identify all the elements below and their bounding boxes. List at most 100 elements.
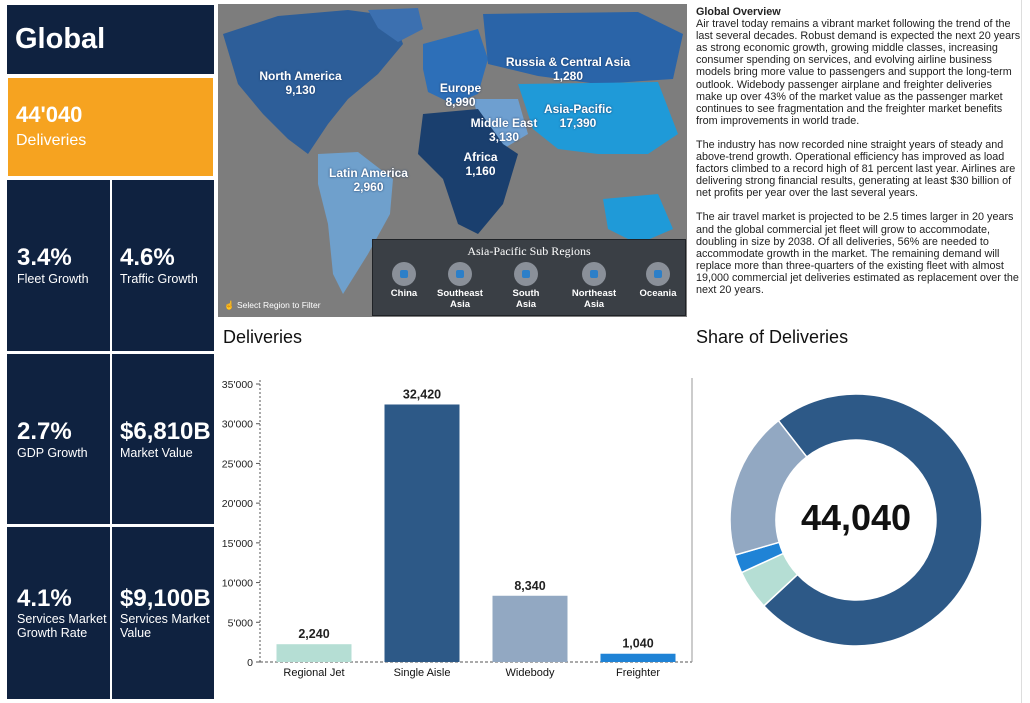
region-value: 17,390 [559,116,597,130]
kpi-value: 4.6% [120,244,175,271]
select-region-hint: ☝ Select Region to Filter [224,300,321,311]
kpi-label: Services Market Growth Rate [17,612,107,640]
y-tick-label: 5'000 [228,617,254,629]
region-label-europe[interactable]: Europe 8,990 [433,81,488,109]
region-name: Middle East [470,116,538,130]
kpi-value: $6,810B [120,418,211,445]
right-border [1021,0,1022,703]
globe-icon [392,262,416,286]
kpi-label: GDP Growth [17,446,88,460]
kpi-label: Market Value [120,446,193,460]
region-name: North America [259,69,342,83]
region-value: 1,160 [465,164,496,178]
subregion-oceania[interactable]: Oceania [627,262,687,299]
globe-icon [582,262,606,286]
y-tick-label: 10'000 [222,578,253,590]
region-greenland [368,8,423,42]
subregion-china[interactable]: China [373,262,435,299]
donut-center-total: 44,040 [800,497,912,538]
asia-pacific-subregions-panel: Asia-Pacific Sub Regions China Southeast… [372,239,686,316]
region-europe [423,29,488,104]
globe-icon [646,262,670,286]
region-name: Africa [463,150,498,164]
kpi-value: $9,100B [120,585,211,612]
region-value: 8,990 [445,95,476,109]
region-africa [418,109,518,234]
world-map[interactable]: North America 9,130 Europe 8,990 Russia … [218,4,687,317]
overview-text: Global Overview Air travel today remains… [696,6,1021,308]
bar-value-label: 32,420 [403,387,441,401]
region-oceania [603,194,673,244]
title-tile: Global [7,5,214,74]
region-value: 3,130 [488,130,520,144]
overview-paragraph-3: The air travel market is projected to be… [696,211,1019,296]
subregion-southeast-asia[interactable]: Southeast Asia [429,262,491,310]
bar-single-aisle[interactable] [384,404,460,662]
region-asia-pacific [518,82,678,154]
y-tick-label: 25'000 [222,458,253,470]
region-label-asia-pacific[interactable]: Asia-Pacific 17,390 [540,102,616,130]
kpi-fleet-growth: 3.4% Fleet Growth [7,180,110,351]
y-tick-label: 20'000 [222,498,253,510]
map-shapes [223,8,683,294]
y-tick-label: 15'000 [222,538,253,550]
page-title: Global [15,23,106,55]
deliveries-label: Deliveries [16,132,87,149]
subregions-title: Asia-Pacific Sub Regions [467,244,591,258]
x-category-label: Single Aisle [394,667,451,679]
x-category-label: Widebody [506,667,555,679]
bar-value-label: 2,240 [298,627,329,641]
kpi-label: Services Market Value [120,612,210,640]
kpi-traffic-growth: 4.6% Traffic Growth [112,180,214,351]
region-middle-east [473,99,528,149]
globe-icon [514,262,538,286]
region-value: 1,280 [552,69,584,83]
region-label-russia-central-asia[interactable]: Russia & Central Asia 1,280 [503,55,633,83]
kpi-value: 3.4% [17,244,72,271]
overview-paragraph-2: The industry has now recorded nine strai… [696,138,1016,200]
region-name: Asia-Pacific [543,102,613,116]
y-tick-label: 30'000 [222,419,253,431]
bar-regional-jet[interactable] [276,644,352,662]
subregion-label: Southeast Asia [437,288,483,310]
region-name: Europe [439,81,482,95]
overview-heading: Global Overview [696,6,781,18]
x-category-label: Freighter [616,667,660,679]
deliveries-chart-title: Deliveries [223,327,303,347]
bar-widebody[interactable] [492,595,568,662]
region-latin-america [318,152,393,294]
deliveries-value: 44'040 [16,102,83,127]
region-north-america [223,10,403,154]
kpi-services-growth: 4.1% Services Market Growth Rate [7,527,110,699]
globe-icon [448,262,472,286]
region-label-latin-america[interactable]: Latin America 2,960 [326,166,411,194]
subregion-south-asia[interactable]: South Asia [495,262,557,310]
kpi-market-value: $6,810B Market Value [112,354,214,524]
bar-freighter[interactable] [600,653,676,662]
deliveries-bar-chart: 0 5'000 10'000 15'000 20'000 25'000 30'000 35'0… [222,378,693,679]
donut-slice-single-aisle[interactable] [762,393,983,647]
kpi-value: 2.7% [17,418,72,445]
y-tick-label: 35'000 [222,379,253,391]
subregion-label: Northeast Asia [571,288,617,310]
kpi-services-value: $9,100B Services Market Value [112,527,214,699]
subregion-northeast-asia[interactable]: Northeast Asia [563,262,625,310]
kpi-label: Fleet Growth [17,272,89,286]
region-label-middle-east[interactable]: Middle East 3,130 [468,116,540,144]
region-value: 9,130 [285,83,316,97]
donut-slice-widebody[interactable] [729,419,808,557]
kpi-value: 4.1% [17,585,72,612]
pointer-hand-icon: ☝ [224,300,235,310]
region-russia [483,12,683,84]
region-name: Russia & Central Asia [505,55,631,69]
deliveries-tile[interactable]: 44'040 Deliveries [8,78,213,176]
subregion-label: Oceania [639,288,677,299]
subregion-label: South Asia [512,288,540,310]
y-tick-label: 0 [247,657,253,669]
x-category-label: Regional Jet [283,667,344,679]
subregion-label: China [390,288,418,299]
region-label-africa[interactable]: Africa 1,160 [458,150,503,178]
region-label-north-america[interactable]: North America 9,130 [258,69,343,97]
overview-paragraph-1: Air travel today remains a vibrant marke… [696,18,1021,127]
kpi-label: Traffic Growth [120,272,198,286]
